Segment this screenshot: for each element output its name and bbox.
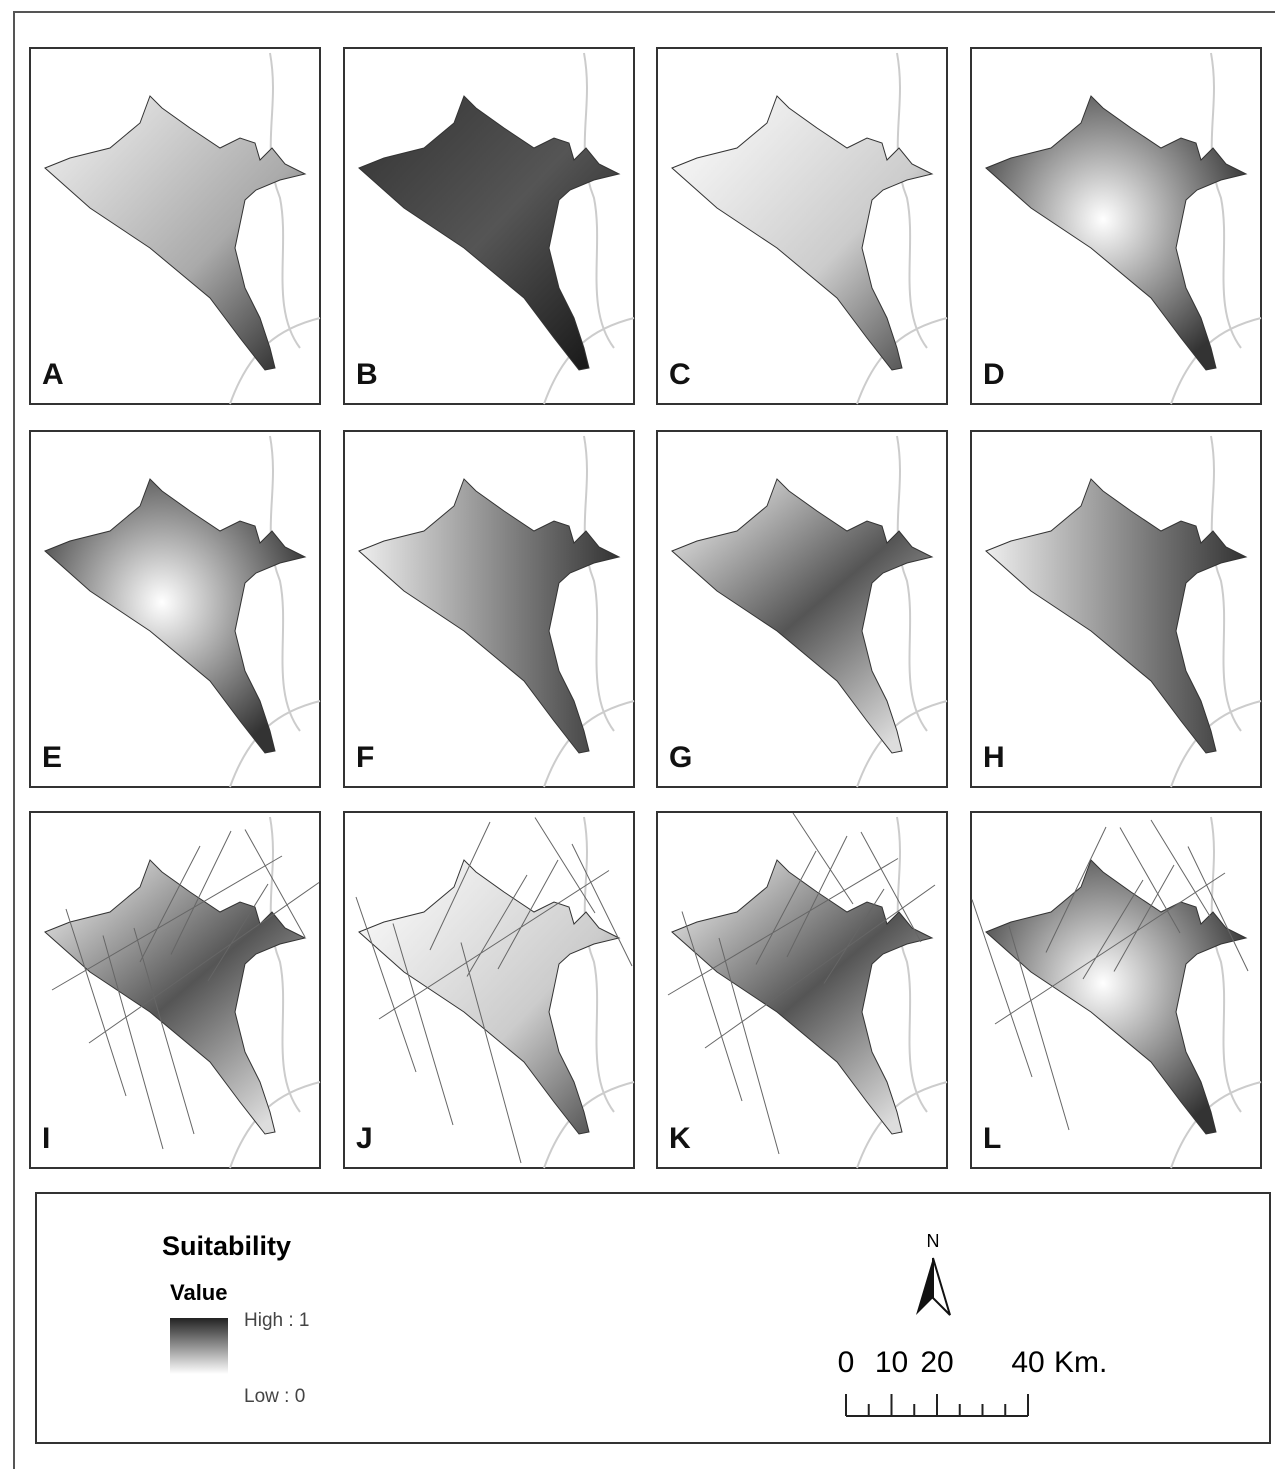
panel-label: D	[983, 358, 1005, 391]
map-panel: J	[344, 812, 634, 1168]
panel-label: H	[983, 741, 1005, 774]
map-panel: G	[657, 431, 947, 787]
north-arrow	[933, 1258, 950, 1315]
figure: ABCDEFGHIJKL Suitability Value High : 1 …	[0, 0, 1275, 1469]
scale-tick-label: 10	[875, 1346, 908, 1379]
north-arrow	[916, 1258, 933, 1315]
map-panel: F	[344, 431, 634, 787]
map-panel: E	[30, 431, 320, 787]
legend-ramp	[170, 1318, 228, 1374]
scale-unit: Km.	[1054, 1346, 1107, 1379]
panel-label: J	[356, 1122, 373, 1155]
map-panel: A	[30, 48, 320, 404]
scale-tick-label: 20	[920, 1346, 953, 1379]
legend-subtitle: Value	[170, 1280, 227, 1305]
map-panel: K	[657, 812, 947, 1168]
panel-label: B	[356, 358, 378, 391]
scale-tick-label: 0	[838, 1346, 855, 1379]
map-panel: D	[971, 48, 1261, 404]
legend-low: Low : 0	[244, 1386, 305, 1407]
map-panel: I	[30, 812, 320, 1168]
panel-label: G	[669, 741, 692, 774]
scale-tick-label: 40	[1011, 1346, 1044, 1379]
panel-label: C	[669, 358, 691, 391]
map-panel: B	[344, 48, 634, 404]
map-panel: L	[971, 812, 1261, 1168]
panel-label: I	[42, 1122, 50, 1155]
map-panel: H	[971, 431, 1261, 787]
legend-title: Suitability	[162, 1231, 291, 1261]
north-label: N	[927, 1231, 940, 1251]
panel-label: E	[42, 741, 62, 774]
panel-label: A	[42, 358, 64, 391]
map-panel: C	[657, 48, 947, 404]
panel-label: F	[356, 741, 374, 774]
legend-high: High : 1	[244, 1310, 309, 1331]
panel-label: L	[983, 1122, 1001, 1155]
panel-label: K	[669, 1122, 691, 1155]
